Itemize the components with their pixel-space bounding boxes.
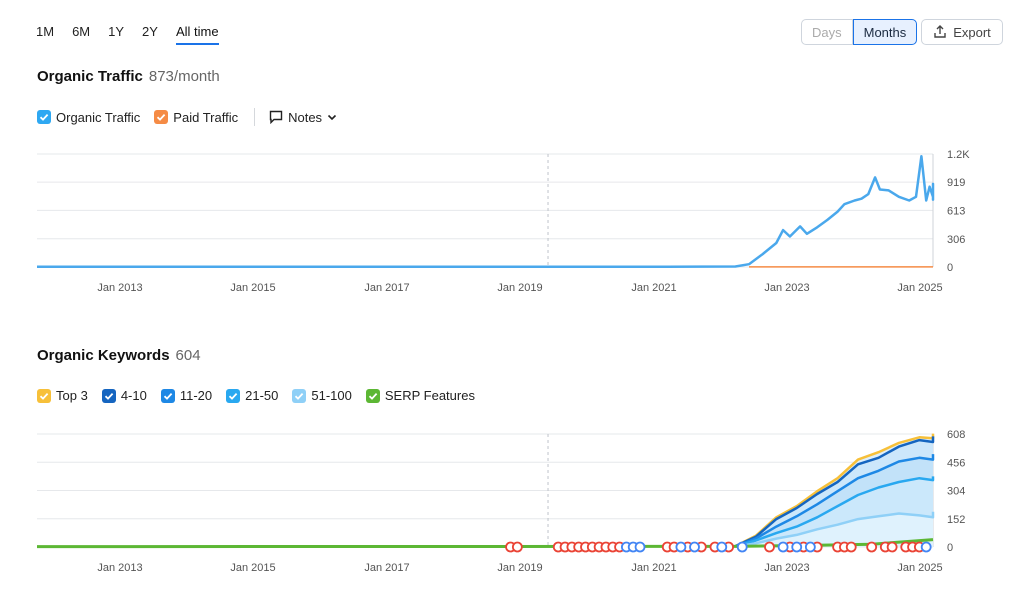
organic-traffic-title: Organic Traffic 873/month — [37, 68, 220, 85]
y-tick-label: 152 — [947, 514, 965, 526]
y-tick-label: 613 — [947, 205, 965, 217]
x-tick-label: Jan 2019 — [497, 282, 542, 294]
range-tab-all-time[interactable]: All time — [175, 24, 219, 45]
x-tick-label: Jan 2019 — [497, 562, 542, 574]
x-tick-label: Jan 2013 — [97, 562, 142, 574]
serp-marker — [804, 541, 816, 553]
serp-marker — [791, 541, 803, 553]
legend-top-3[interactable]: Top 3 — [37, 388, 88, 403]
y-tick-label: 1.2K — [947, 149, 970, 161]
comment-icon — [269, 110, 283, 124]
series-line-4-10 — [734, 436, 935, 548]
serp-marker — [634, 541, 646, 553]
legend-divider — [254, 108, 256, 126]
series-line-top-3 — [734, 433, 935, 548]
export-icon — [934, 25, 946, 38]
legend-51-100[interactable]: 51-100 — [292, 388, 352, 403]
range-tab-1y[interactable]: 1Y — [108, 24, 125, 39]
keywords-legend: Top 3 4-10 11-20 21-50 51-100 SERP Features — [37, 388, 489, 403]
checkbox-icon — [101, 388, 116, 403]
y-tick-label: 919 — [947, 177, 965, 189]
serp-marker — [764, 541, 775, 553]
organic-keywords-title-text: Organic Keywords — [37, 347, 170, 364]
serp-marker — [736, 541, 748, 553]
x-tick-label: Jan 2015 — [230, 562, 275, 574]
export-button[interactable]: Export — [921, 19, 1003, 45]
range-tab-2y[interactable]: 2Y — [142, 24, 158, 39]
checkbox-icon — [154, 110, 169, 124]
y-tick-label: 304 — [947, 486, 965, 498]
export-label: Export — [953, 24, 991, 40]
x-tick-label: Jan 2021 — [631, 562, 676, 574]
serp-marker — [866, 541, 878, 553]
series-line-51-100 — [735, 511, 935, 548]
legend-4-10[interactable]: 4-10 — [101, 388, 147, 403]
checkbox-icon — [292, 388, 307, 403]
checkbox-icon — [37, 110, 51, 124]
range-tabs: 1M 6M 1Y 2Y All time — [36, 24, 237, 45]
serp-marker — [920, 541, 932, 553]
x-tick-label: Jan 2013 — [97, 282, 142, 294]
organic-keywords-chart: 0 152 304 456 608 Jan 2013 Jan 2015 Jan 2017 Jan… — [36, 429, 965, 574]
y-tick-label: 306 — [947, 234, 965, 246]
x-tick-label: Jan 2017 — [364, 562, 409, 574]
checkbox-icon — [160, 388, 175, 403]
checkbox-icon — [365, 388, 380, 403]
organic-traffic-chart: 0 306 613 919 1.2K Jan 2013 Jan 2015 Jan 2017 Ja… — [37, 149, 970, 294]
legend-paid-traffic[interactable]: Paid Traffic — [154, 110, 238, 125]
y-tick-label: 0 — [947, 262, 953, 274]
legend-label: 51-100 — [311, 388, 352, 403]
series-line-organic-traffic — [37, 154, 935, 268]
x-tick-label: Jan 2025 — [897, 562, 942, 574]
organic-traffic-meta: 873/month — [148, 68, 220, 85]
range-tab-6m[interactable]: 6M — [72, 24, 91, 39]
notes-label: Notes — [288, 109, 323, 125]
legend-label: SERP Features — [384, 388, 475, 403]
series-line-21-50 — [735, 476, 935, 548]
traffic-legend: Organic Traffic Paid Traffic Notes — [37, 108, 351, 126]
serp-marker — [675, 541, 687, 553]
legend-label: 4-10 — [120, 388, 147, 403]
organic-keywords-title: Organic Keywords 604 — [37, 347, 201, 364]
legend-11-20[interactable]: 11-20 — [160, 388, 213, 403]
y-tick-label: 0 — [947, 542, 953, 554]
organic-keywords-meta: 604 — [175, 347, 201, 364]
legend-21-50[interactable]: 21-50 — [226, 388, 278, 403]
organic-traffic-title-text: Organic Traffic — [37, 68, 143, 85]
serp-marker — [716, 541, 728, 553]
x-tick-label: Jan 2025 — [897, 282, 942, 294]
notes-dropdown[interactable]: Notes — [269, 110, 337, 125]
chevron-down-icon — [327, 114, 337, 121]
legend-label: 21-50 — [245, 388, 279, 403]
range-tab-1m[interactable]: 1M — [36, 24, 55, 39]
serp-marker — [777, 541, 789, 553]
legend-label: 11-20 — [179, 388, 213, 403]
legend-label: Top 3 — [56, 388, 88, 403]
legend-serp-features[interactable]: SERP Features — [365, 388, 475, 403]
checkbox-icon — [37, 388, 51, 403]
x-tick-label: Jan 2021 — [631, 282, 676, 294]
serp-marker — [886, 541, 898, 553]
serp-marker — [845, 541, 857, 553]
legend-organic-traffic[interactable]: Organic Traffic — [37, 110, 140, 125]
legend-label: Paid Traffic — [173, 109, 239, 125]
serp-marker — [689, 541, 700, 553]
granularity-toggle: Days Months — [801, 19, 918, 45]
x-tick-label: Jan 2017 — [364, 282, 409, 294]
checkbox-icon — [226, 388, 241, 403]
y-tick-label: 608 — [947, 429, 965, 441]
x-tick-label: Jan 2023 — [764, 562, 809, 574]
series-line-11-20 — [734, 454, 935, 548]
x-tick-label: Jan 2023 — [764, 282, 809, 294]
serp-marker — [511, 541, 523, 553]
days-button[interactable]: Days — [801, 19, 853, 45]
y-tick-label: 456 — [947, 457, 965, 469]
x-tick-label: Jan 2015 — [230, 282, 275, 294]
legend-label: Organic Traffic — [56, 109, 141, 125]
months-button[interactable]: Months — [852, 19, 918, 45]
